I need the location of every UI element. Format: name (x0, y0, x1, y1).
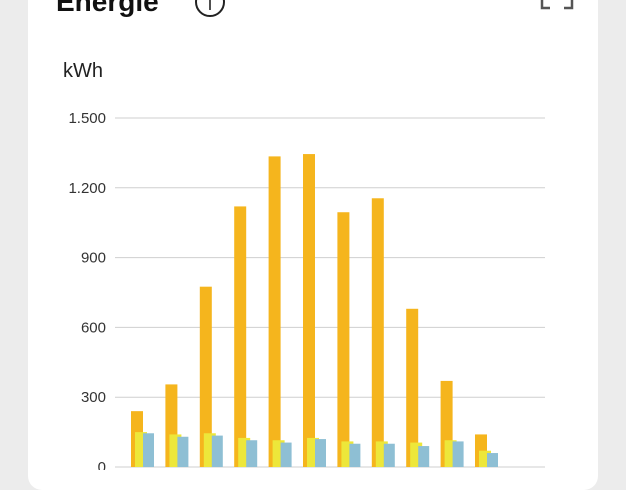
expand-icon[interactable] (540, 0, 574, 16)
card-title: Energie (56, 0, 159, 17)
bar-series-1[interactable] (337, 212, 350, 467)
bar-series-1[interactable] (234, 206, 247, 467)
bar-series-3[interactable] (349, 443, 361, 467)
bar-series-3[interactable] (246, 440, 258, 467)
bar-series-3[interactable] (280, 442, 292, 467)
bar-series-3[interactable] (177, 436, 189, 467)
bar-series-3[interactable] (418, 446, 430, 467)
bar-series-3[interactable] (452, 441, 464, 467)
bar-series-3[interactable] (487, 453, 498, 467)
bar-series-3[interactable] (211, 435, 223, 467)
bar-series-3[interactable] (383, 443, 395, 467)
bar-series-1[interactable] (406, 308, 419, 467)
y-tick-label: 900 (81, 250, 106, 267)
energy-bar-chart: 0 300 600 900 1.200 1.500 (68, 110, 545, 470)
y-tick-label: 1.500 (68, 110, 106, 127)
y-tick-label: 1.200 (68, 180, 106, 197)
y-axis-unit: kWh (63, 60, 103, 82)
bar-series-1[interactable] (268, 156, 281, 467)
bar-series-3[interactable] (143, 433, 154, 467)
bar-series-1[interactable] (303, 154, 315, 467)
bar-series-3[interactable] (315, 439, 326, 467)
y-tick-label: 300 (81, 389, 106, 406)
bar-series-1[interactable] (199, 286, 212, 467)
y-tick-label: 600 (81, 319, 106, 336)
y-tick-label: 0 (98, 459, 106, 470)
bar-series-1[interactable] (371, 198, 384, 467)
